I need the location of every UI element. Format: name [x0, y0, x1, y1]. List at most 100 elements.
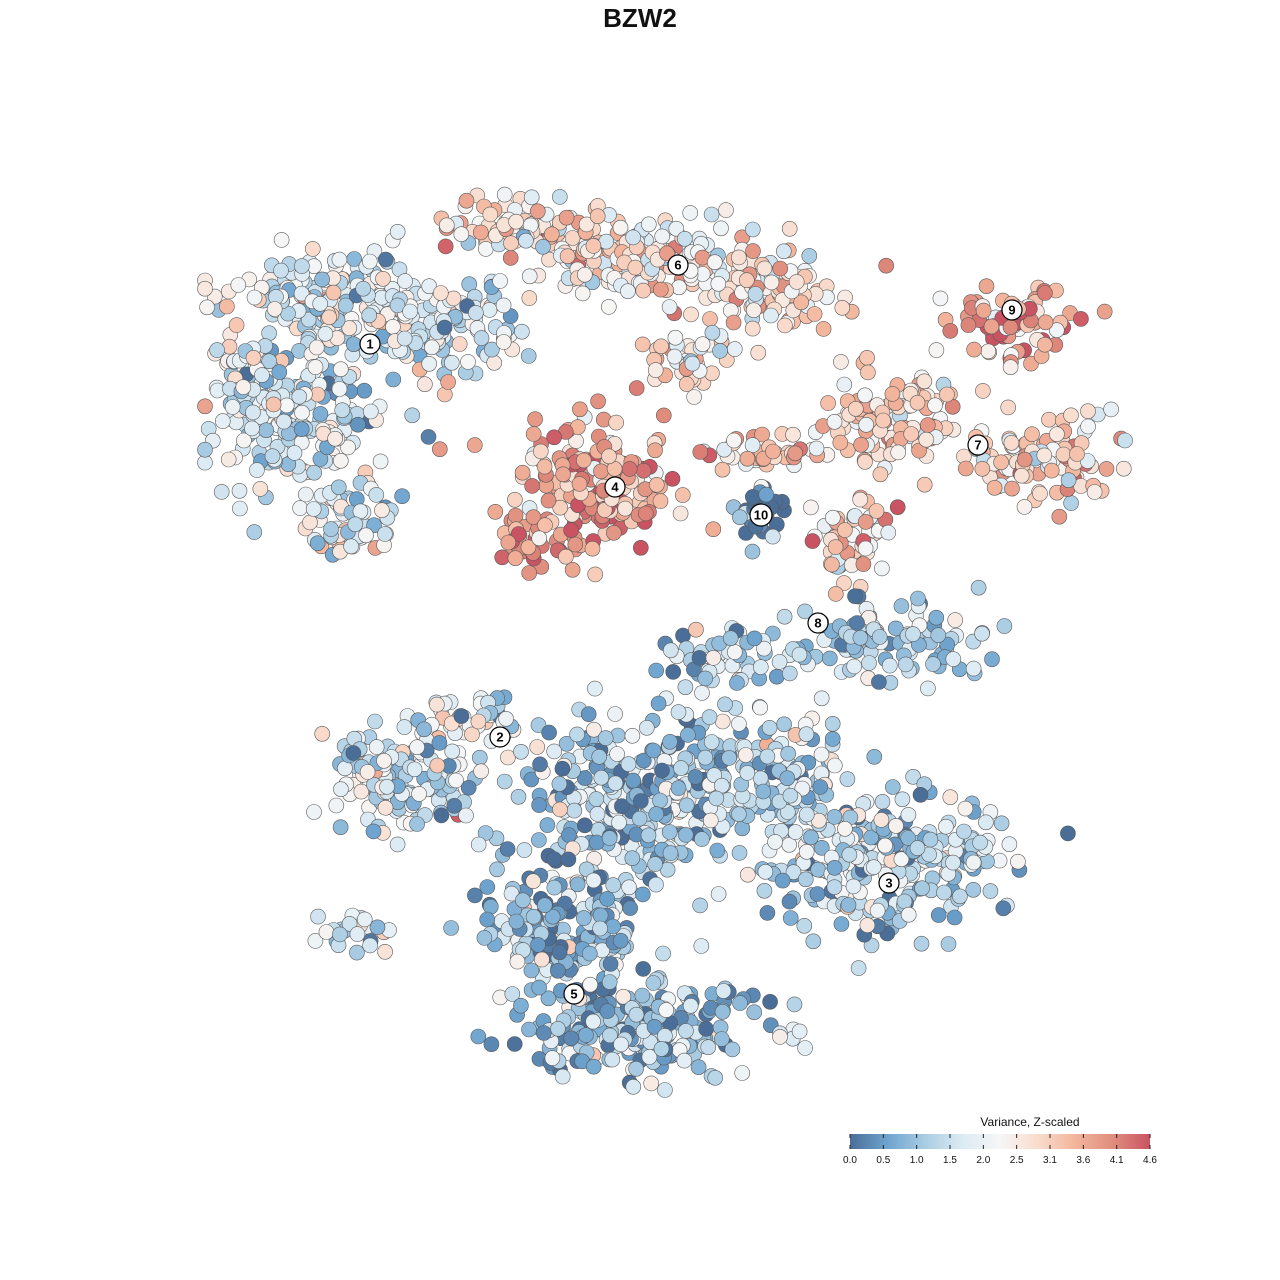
- data-point: [975, 302, 992, 319]
- data-point: [249, 462, 265, 478]
- cluster-label-text: 5: [570, 987, 577, 1002]
- data-point: [858, 416, 875, 433]
- data-point: [865, 859, 882, 876]
- data-point: [486, 354, 503, 371]
- data-point: [420, 429, 437, 445]
- data-point: [652, 792, 668, 809]
- data-point: [266, 301, 283, 317]
- data-point: [731, 716, 747, 732]
- data-point: [325, 284, 342, 301]
- data-point: [245, 404, 261, 421]
- data-point: [349, 926, 366, 942]
- data-point: [232, 500, 248, 517]
- data-point: [592, 920, 608, 937]
- data-point: [566, 802, 583, 819]
- data-point: [575, 452, 592, 469]
- data-point: [376, 752, 392, 769]
- data-point: [265, 396, 282, 413]
- data-point: [940, 936, 957, 952]
- data-point: [852, 629, 869, 646]
- data-point: [781, 893, 798, 910]
- data-point: [580, 706, 597, 723]
- data-point: [520, 348, 537, 364]
- data-point: [745, 243, 761, 259]
- data-point: [1037, 314, 1054, 331]
- data-point: [796, 917, 813, 934]
- data-point: [531, 979, 547, 996]
- data-point: [725, 314, 742, 331]
- data-point: [697, 749, 714, 766]
- data-point: [521, 565, 538, 581]
- data-point: [1117, 432, 1133, 449]
- data-point: [647, 442, 663, 459]
- colorbar-tick-label: 3.6: [1076, 1155, 1090, 1166]
- data-point: [228, 317, 245, 333]
- data-point: [612, 219, 629, 236]
- data-point: [1103, 401, 1119, 418]
- data-point: [535, 1025, 552, 1041]
- data-point: [523, 189, 540, 206]
- data-point: [199, 299, 215, 316]
- data-point: [942, 789, 959, 806]
- data-point: [224, 399, 241, 415]
- data-point: [482, 206, 499, 223]
- data-point: [670, 704, 687, 720]
- data-point: [703, 206, 720, 223]
- data-point: [729, 675, 745, 691]
- cluster-label-text: 1: [366, 337, 373, 352]
- data-point: [536, 897, 553, 914]
- data-point: [1043, 462, 1060, 479]
- data-point: [487, 503, 504, 520]
- data-point: [648, 806, 665, 822]
- data-point: [411, 786, 427, 802]
- data-point: [782, 787, 799, 804]
- data-point: [827, 539, 844, 555]
- data-point: [599, 1003, 616, 1019]
- data-point: [744, 320, 761, 337]
- data-point: [881, 657, 898, 674]
- data-point: [529, 739, 546, 755]
- data-point: [328, 797, 345, 814]
- data-point: [791, 1023, 808, 1040]
- data-point: [692, 897, 708, 914]
- data-point: [294, 404, 310, 421]
- cluster-label-text: 8: [814, 616, 821, 631]
- data-point: [479, 911, 496, 928]
- colorbar-title: Variance, Z-scaled: [980, 1115, 1079, 1129]
- data-point: [732, 509, 748, 526]
- data-point: [722, 630, 739, 647]
- data-point: [859, 349, 875, 366]
- data-point: [440, 374, 456, 390]
- data-point: [657, 1028, 673, 1044]
- data-point: [607, 706, 623, 722]
- data-point: [873, 812, 890, 828]
- data-point: [379, 778, 395, 795]
- data-point: [540, 492, 557, 509]
- data-point: [824, 715, 841, 732]
- data-point: [897, 656, 914, 673]
- data-point: [893, 598, 910, 614]
- data-point: [632, 793, 649, 809]
- data-point: [1002, 359, 1019, 376]
- data-point: [340, 439, 356, 456]
- data-point: [638, 719, 655, 736]
- cluster-label-7: 7: [967, 434, 989, 456]
- colorbar-tick-label: 3.1: [1043, 1155, 1057, 1166]
- colorbar-tick-label: 1.0: [910, 1155, 924, 1166]
- data-point: [514, 323, 530, 340]
- data-point: [731, 806, 747, 823]
- data-point: [433, 807, 450, 824]
- data-point: [1024, 426, 1040, 443]
- data-point: [694, 685, 710, 701]
- data-point: [500, 534, 517, 551]
- data-point: [334, 402, 351, 419]
- data-point: [874, 793, 891, 810]
- data-point: [310, 908, 326, 925]
- data-point: [772, 1029, 788, 1045]
- data-point: [809, 886, 826, 902]
- data-point: [602, 956, 619, 972]
- data-point: [345, 745, 362, 761]
- cluster-label-5: 5: [563, 983, 585, 1005]
- data-point: [558, 548, 574, 565]
- data-point: [774, 872, 791, 889]
